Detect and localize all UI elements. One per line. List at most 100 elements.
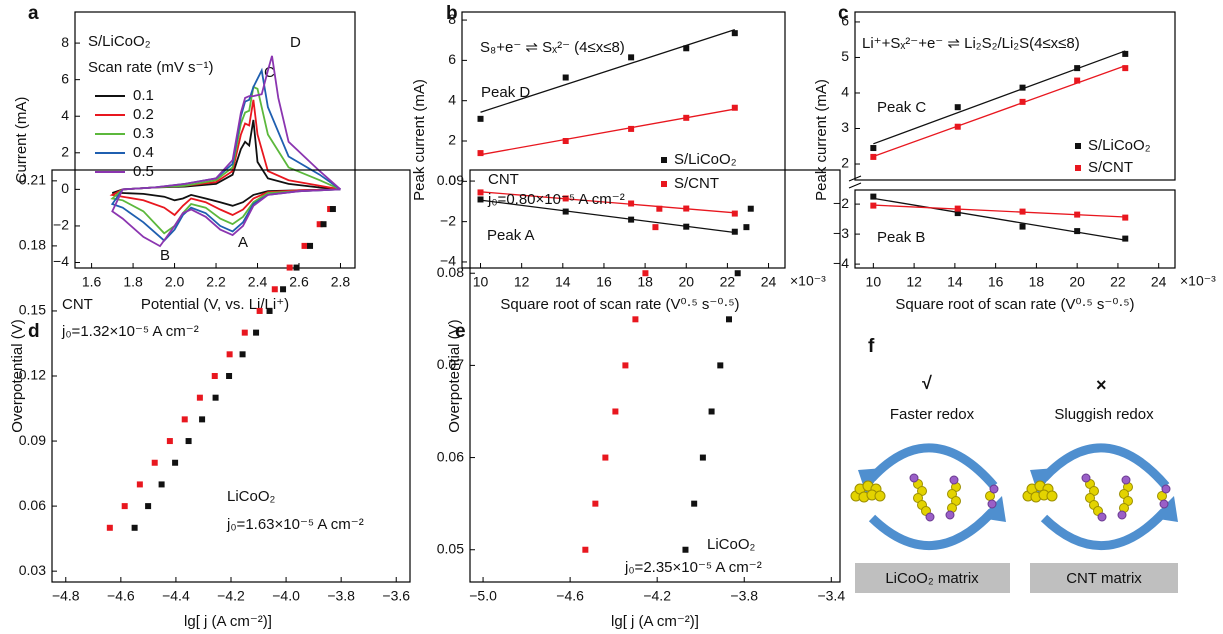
redox-label: Faster redox [890, 406, 975, 423]
data-point [477, 115, 484, 122]
x-tick-label: −3.8 [730, 588, 758, 604]
y-tick-label: −4 [53, 253, 69, 269]
data-point [562, 208, 569, 215]
data-point [293, 264, 300, 271]
data-point [683, 45, 690, 52]
data-point [211, 373, 218, 379]
data-point [239, 351, 246, 358]
redox-label: Sluggish redox [1054, 406, 1154, 423]
data-point [691, 500, 698, 507]
fit-line [873, 204, 1126, 218]
x-tick-label: 2.6 [289, 274, 309, 290]
data-point [301, 242, 308, 249]
x-tick-label: 2.4 [248, 274, 268, 290]
y-tick-label: 0.05 [437, 540, 464, 556]
data-point [734, 270, 741, 277]
cross-mark: × [1096, 375, 1107, 395]
y-tick-label: 0.06 [437, 448, 464, 464]
x-tick-label: −4.4 [162, 588, 190, 604]
data-point [602, 454, 609, 461]
annotation: LiCoO₂ [707, 536, 756, 553]
axis-multiplier: ×10⁻³ [1180, 273, 1216, 289]
data-point [731, 104, 738, 111]
data-point [954, 210, 961, 217]
data-point [562, 74, 569, 81]
data-point [185, 438, 192, 445]
data-point [226, 351, 233, 358]
matrix-label: CNT matrix [1066, 570, 1142, 587]
data-point [226, 373, 233, 379]
x-tick-label: 1.8 [123, 274, 143, 290]
x-axis-label: Square root of scan rate (V⁰·⁵ s⁻⁰·⁵) [500, 296, 739, 313]
panel-label: b [446, 3, 458, 24]
x-tick-label: −3.8 [327, 588, 355, 604]
legend-swatch [1075, 143, 1081, 149]
x-axis-label: Square root of scan rate (V⁰·⁵ s⁻⁰·⁵) [895, 296, 1134, 313]
legend-label: S/CNT [1088, 159, 1133, 176]
annotation: Peak B [877, 229, 925, 246]
data-point [1074, 77, 1081, 84]
check-mark: √ [922, 373, 932, 393]
annotation: B [160, 247, 170, 264]
data-point [743, 224, 750, 231]
x-tick-label: 2.8 [331, 274, 351, 290]
data-point [592, 500, 599, 507]
data-point [1019, 208, 1026, 215]
x-axis-label: lg[ j (A cm⁻²)] [611, 613, 699, 630]
y-axis-label: Overpotential (V) [446, 319, 463, 432]
data-point [172, 459, 179, 466]
data-point [628, 216, 635, 223]
data-point [131, 524, 138, 531]
annotation: Peak D [481, 84, 530, 101]
data-point [181, 416, 188, 423]
data-point [717, 362, 724, 369]
y-tick-label: 8 [448, 11, 456, 27]
x-tick-label: 10 [866, 274, 882, 290]
plot-frame [74, 11, 356, 269]
data-point [954, 104, 961, 111]
plot-frame [469, 169, 841, 583]
legend-label: 0.5 [133, 163, 154, 180]
data-point [1074, 65, 1081, 72]
x-tick-label: 14 [555, 274, 571, 290]
data-point [699, 454, 706, 461]
data-point [256, 307, 263, 314]
data-point [271, 286, 278, 293]
y-tick-label: 0.09 [437, 172, 464, 188]
x-tick-label: 10 [473, 274, 489, 290]
x-tick-label: −4.2 [643, 588, 671, 604]
y-tick-label: 0.08 [437, 264, 464, 280]
x-tick-label: 14 [947, 274, 963, 290]
data-point [632, 316, 639, 323]
data-point [652, 224, 659, 231]
y-tick-label: 4 [841, 84, 849, 100]
data-point [1019, 223, 1026, 230]
y-tick-label: 6 [448, 51, 456, 67]
data-point [106, 524, 113, 531]
data-point [1122, 50, 1129, 57]
y-tick-label: 3 [841, 119, 849, 135]
legend-label: 0.2 [133, 106, 154, 123]
data-point [1019, 98, 1026, 105]
data-point [266, 307, 273, 314]
x-tick-label: 2.0 [165, 274, 185, 290]
data-point [329, 206, 336, 213]
annotation: D [290, 34, 301, 51]
data-point [582, 546, 589, 553]
x-tick-label: 22 [720, 274, 736, 290]
x-tick-label: 2.2 [206, 274, 226, 290]
x-tick-label: −4.6 [556, 588, 584, 604]
axis-multiplier: ×10⁻³ [790, 273, 826, 289]
data-point [656, 205, 663, 212]
axis-break [848, 182, 862, 189]
data-point [1074, 211, 1081, 218]
x-axis-label: Potential (V, vs. Li/Li⁺) [141, 296, 289, 313]
annotation: j₀=1.32×10⁻⁵ A cm⁻² [61, 323, 199, 340]
cv-curve [110, 67, 342, 242]
annotation: j₀=1.63×10⁻⁵ A cm⁻² [226, 516, 364, 533]
x-tick-label: −3.6 [382, 588, 410, 604]
data-point [628, 54, 635, 61]
fit-line [873, 50, 1126, 145]
data-point [731, 210, 738, 217]
annotation: S₈+e⁻ ⇌ Sₓ²⁻ (4≤x≤8) [480, 39, 625, 56]
